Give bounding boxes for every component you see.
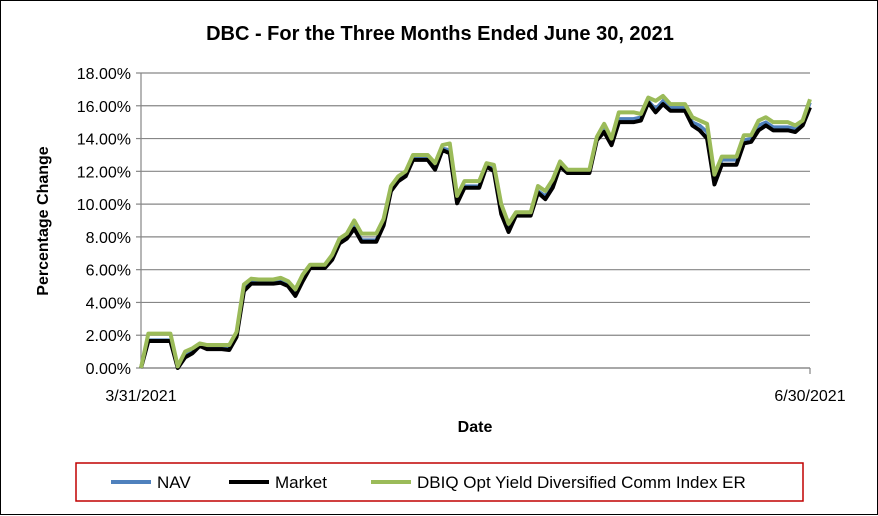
x-tick-label: 6/30/2021 <box>774 388 845 405</box>
legend-label: Market <box>275 473 327 492</box>
y-tick-label: 4.00% <box>86 295 131 312</box>
y-tick-label: 6.00% <box>86 263 131 280</box>
series-line-market <box>139 100 812 370</box>
y-tick-label: 2.00% <box>86 328 131 345</box>
axes <box>140 73 811 374</box>
series-line-index <box>139 93 812 369</box>
legend-box <box>75 462 804 502</box>
legend-label: DBIQ Opt Yield Diversified Comm Index ER <box>417 473 746 492</box>
gridlines <box>136 72 810 369</box>
x-axis-title: Date <box>458 419 493 436</box>
chart-title: DBC - For the Three Months Ended June 30… <box>206 23 674 45</box>
x-tick-label: 3/31/2021 <box>105 388 176 405</box>
y-axis-tick-labels: 0.00% 2.00% 4.00% 6.00% 8.00% 10.00% 12.00% 14.… <box>77 66 131 378</box>
y-tick-label: 8.00% <box>86 230 131 247</box>
y-axis-title: Percentage Change <box>35 146 52 295</box>
x-axis-tick-labels: 3/31/2021 6/30/2021 <box>105 388 845 405</box>
legend: NAV Market DBIQ Opt Yield Diversified Comm… <box>75 462 804 502</box>
y-tick-label: 12.00% <box>77 164 131 181</box>
series-lines <box>139 93 812 370</box>
y-tick-label: 14.00% <box>77 132 131 149</box>
y-tick-label: 18.00% <box>77 66 131 83</box>
legend-label: NAV <box>157 473 191 492</box>
y-tick-label: 0.00% <box>86 361 131 378</box>
y-tick-label: 16.00% <box>77 99 131 116</box>
y-tick-label: 10.00% <box>77 197 131 214</box>
